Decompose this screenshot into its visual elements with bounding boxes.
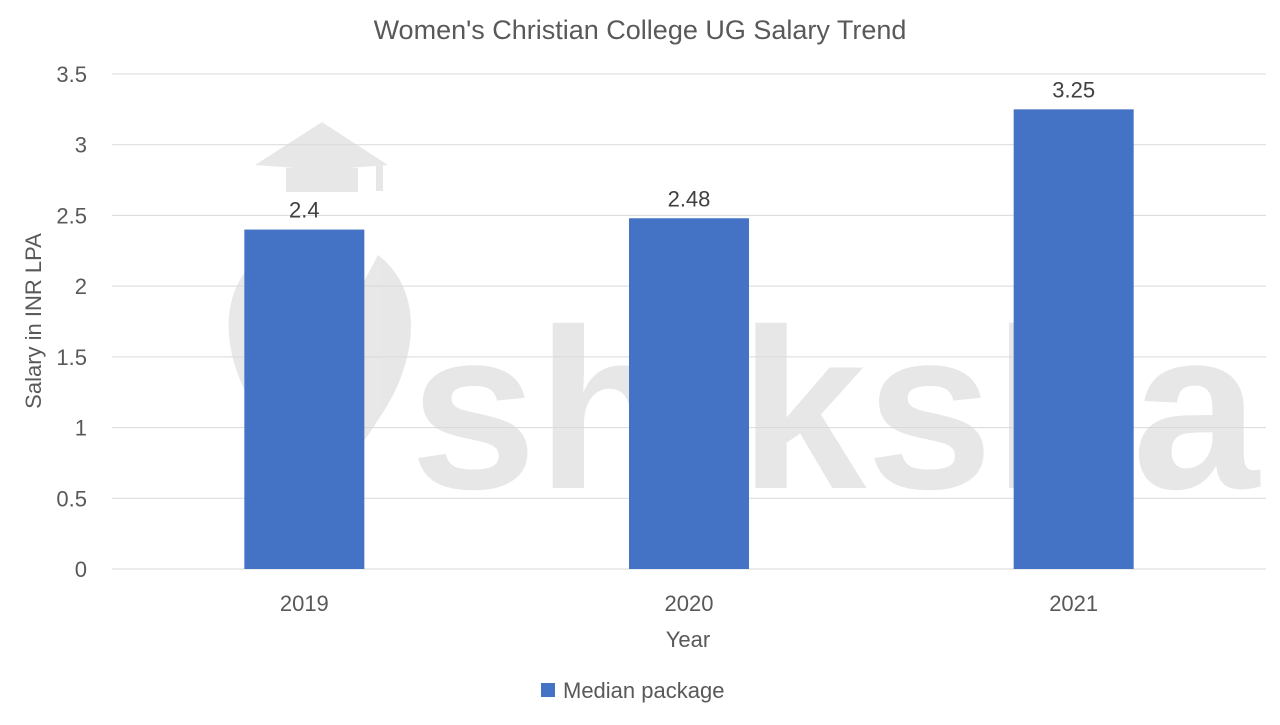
y-tick-label-0: 0 (75, 557, 87, 582)
y-tick-label-3: 1.5 (56, 345, 87, 370)
x-axis-ticks: 2019 2020 2021 (280, 591, 1098, 616)
y-tick-label-2: 1 (75, 416, 87, 441)
y-tick-label-5: 2.5 (56, 203, 87, 228)
bar-2020 (629, 218, 749, 569)
chart-title: Women's Christian College UG Salary Tren… (374, 15, 907, 45)
data-label-2021: 3.25 (1052, 77, 1095, 102)
x-tick-label-2021: 2021 (1049, 591, 1098, 616)
legend: Median package (541, 678, 724, 703)
y-tick-label-1: 0.5 (56, 486, 87, 511)
x-tick-label-2019: 2019 (280, 591, 329, 616)
y-tick-label-6: 3 (75, 133, 87, 158)
data-label-2019: 2.4 (289, 198, 320, 223)
watermark-cap-icon (255, 122, 388, 170)
y-axis-label: Salary in INR LPA (21, 233, 46, 409)
y-tick-label-7: 3.5 (56, 62, 87, 87)
watermark-cap-band (286, 168, 358, 192)
y-tick-label-4: 2 (75, 274, 87, 299)
bar-2021 (1013, 109, 1134, 569)
y-axis-ticks: 0 0.5 1 1.5 2 2.5 3 3.5 (56, 62, 87, 582)
bars: 2.4 2.48 3.25 (244, 77, 1134, 570)
legend-swatch (541, 683, 555, 697)
data-label-2020: 2.48 (668, 186, 711, 211)
legend-label: Median package (563, 678, 724, 703)
bar-2019 (244, 229, 365, 570)
x-tick-label-2020: 2020 (665, 591, 714, 616)
watermark-cap-tassel (376, 165, 383, 191)
x-axis-label: Year (666, 627, 710, 652)
